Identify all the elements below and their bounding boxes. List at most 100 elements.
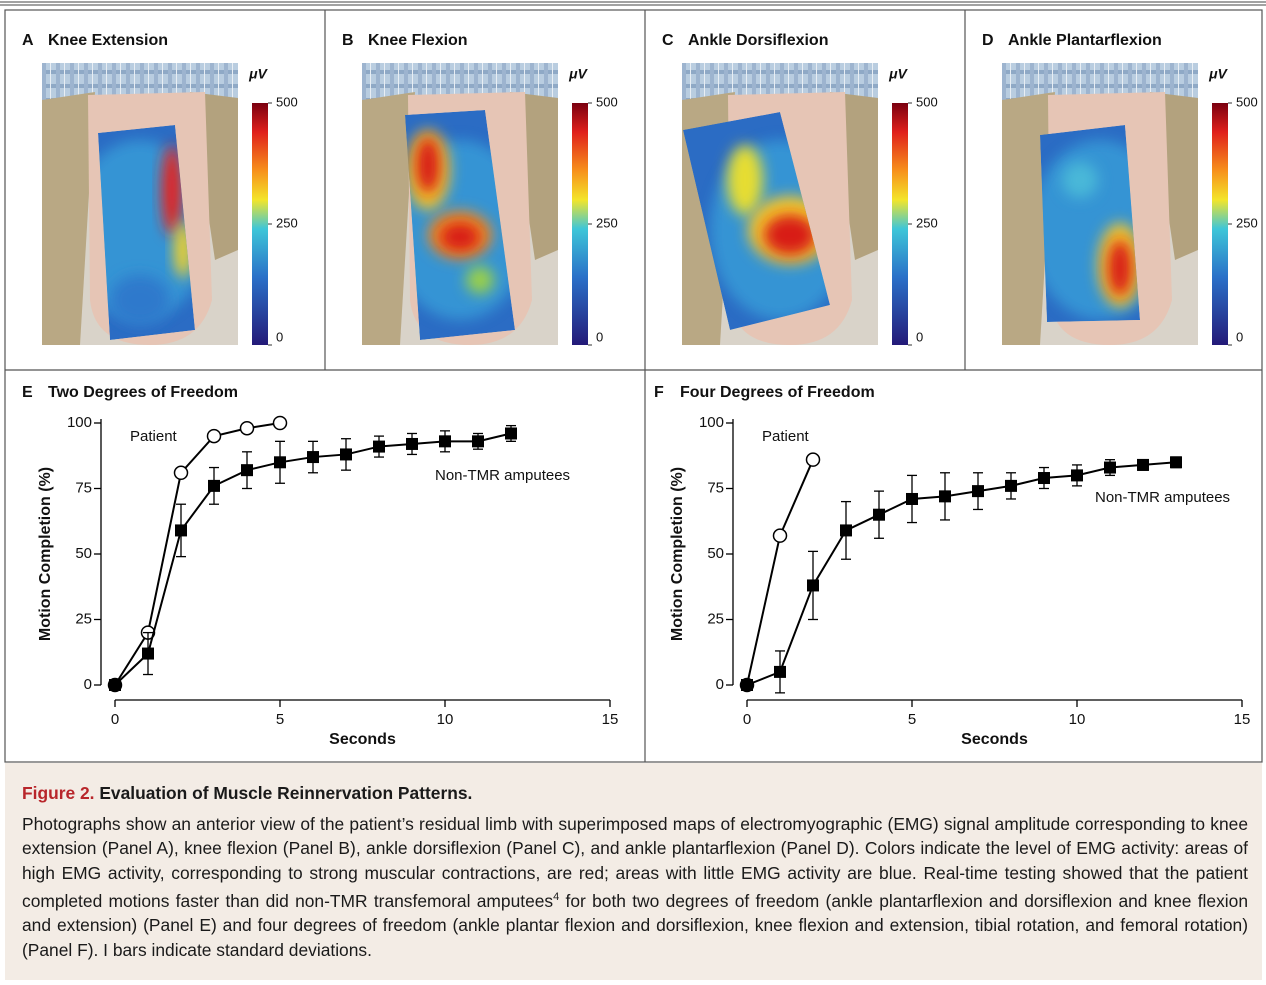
colorbar-tick-label: 500 xyxy=(276,94,298,109)
panel-title: Knee Extension xyxy=(48,32,168,49)
point xyxy=(307,451,319,463)
x-tick-label: 15 xyxy=(1234,711,1251,728)
colorbar-tick-label: 500 xyxy=(596,94,618,109)
colorbar-tick-label: 0 xyxy=(276,329,283,344)
emg-blob xyxy=(416,137,440,193)
point xyxy=(340,448,352,460)
point xyxy=(906,493,918,505)
chart-title: Two Degrees of Freedom xyxy=(48,384,238,401)
y-tick-label: 25 xyxy=(707,610,724,627)
series-label: Non-TMR amputees xyxy=(435,467,570,484)
colorbar-unit: μV xyxy=(248,66,268,82)
point xyxy=(406,438,418,450)
panel-title: Ankle Plantarflexion xyxy=(1008,32,1162,49)
colorbar xyxy=(572,103,588,345)
y-tick-label: 75 xyxy=(707,479,724,496)
colorbar-tick-label: 0 xyxy=(596,329,603,344)
emg-blob xyxy=(1062,162,1098,198)
x-tick-label: 15 xyxy=(602,711,619,728)
colorbar xyxy=(1212,103,1228,345)
caption-label: Figure 2. xyxy=(22,783,94,803)
panel-letter: C xyxy=(662,32,674,49)
x-tick-label: 0 xyxy=(743,711,751,728)
x-tick-label: 5 xyxy=(276,711,284,728)
point xyxy=(1170,456,1182,468)
panel-title: Knee Flexion xyxy=(368,32,468,49)
panel-title: Ankle Dorsiflexion xyxy=(688,32,828,49)
panel: D Ankle Plantarflexion μV 0 250 500 xyxy=(982,32,1258,345)
series-line xyxy=(115,423,280,685)
chart-letter: F xyxy=(654,384,664,401)
x-tick-label: 10 xyxy=(1069,711,1086,728)
point xyxy=(208,430,221,443)
x-tick-label: 10 xyxy=(437,711,454,728)
x-tick-label: 5 xyxy=(908,711,916,728)
x-axis-label: Seconds xyxy=(329,731,396,748)
y-tick-label: 0 xyxy=(716,676,724,693)
emg-blob xyxy=(727,145,763,215)
point xyxy=(840,524,852,536)
panel-letter: D xyxy=(982,32,994,49)
series-label: Non-TMR amputees xyxy=(1095,489,1230,506)
caption-title: Evaluation of Muscle Reinnervation Patte… xyxy=(99,783,472,803)
point xyxy=(472,435,484,447)
point xyxy=(142,648,154,660)
point xyxy=(109,679,121,691)
series-label: Patient xyxy=(130,428,178,445)
point xyxy=(505,427,517,439)
y-tick-label: 75 xyxy=(75,479,92,496)
point xyxy=(274,456,286,468)
point xyxy=(741,679,753,691)
colorbar-tick-label: 250 xyxy=(596,215,618,230)
y-axis-label: Motion Completion (%) xyxy=(37,467,54,641)
point xyxy=(208,480,220,492)
caption-head: Figure 2. Evaluation of Muscle Reinnerva… xyxy=(22,781,1248,806)
y-tick-label: 50 xyxy=(75,545,92,562)
colorbar xyxy=(252,103,268,345)
point xyxy=(175,524,187,536)
y-axis-label: Motion Completion (%) xyxy=(669,467,686,641)
caption: Figure 2. Evaluation of Muscle Reinnerva… xyxy=(5,763,1262,980)
colorbar-tick-label: 0 xyxy=(916,329,923,344)
point xyxy=(1137,459,1149,471)
emg-blob xyxy=(466,266,494,294)
y-tick-label: 100 xyxy=(699,414,724,431)
point xyxy=(1104,462,1116,474)
y-tick-label: 0 xyxy=(84,676,92,693)
colorbar-tick-label: 250 xyxy=(1236,215,1258,230)
point xyxy=(1005,480,1017,492)
caption-body: Photographs show an anterior view of the… xyxy=(22,812,1248,963)
chart-letter: E xyxy=(22,384,33,401)
point xyxy=(807,453,820,466)
point xyxy=(274,417,287,430)
colorbar-tick-label: 250 xyxy=(916,215,938,230)
point xyxy=(175,466,188,479)
colorbar-unit: μV xyxy=(1208,66,1228,82)
x-tick-label: 0 xyxy=(111,711,119,728)
point xyxy=(1038,472,1050,484)
point xyxy=(373,441,385,453)
point xyxy=(939,490,951,502)
colorbar-unit: μV xyxy=(888,66,908,82)
panel-letter: A xyxy=(22,32,34,49)
emg-blob xyxy=(1108,240,1132,296)
point xyxy=(972,485,984,497)
point xyxy=(774,529,787,542)
chart-title: Four Degrees of Freedom xyxy=(680,384,875,401)
series-label: Patient xyxy=(762,428,810,445)
colorbar-tick-label: 0 xyxy=(1236,329,1243,344)
x-axis-label: Seconds xyxy=(961,731,1028,748)
emg-blob xyxy=(440,223,480,251)
point xyxy=(774,666,786,678)
emg-blob xyxy=(764,215,816,255)
panel-letter: B xyxy=(342,32,354,49)
point xyxy=(807,579,819,591)
point xyxy=(439,435,451,447)
y-tick-label: 100 xyxy=(67,414,92,431)
colorbar-tick-label: 500 xyxy=(1236,94,1258,109)
y-tick-label: 50 xyxy=(707,545,724,562)
